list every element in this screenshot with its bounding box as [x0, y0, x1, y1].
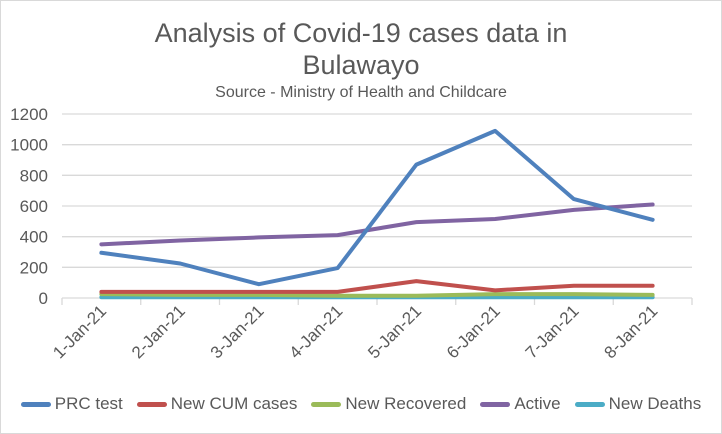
x-tick-label: 1-Jan-21	[49, 301, 110, 362]
x-tick-label: 6-Jan-21	[443, 301, 504, 362]
y-tick-label: 200	[20, 258, 48, 277]
legend-label: New Recovered	[345, 394, 467, 413]
legend-item: Active	[480, 394, 561, 414]
chart-subtitle: Source - Ministry of Health and Childcar…	[215, 84, 507, 101]
y-tick-label: 800	[20, 166, 48, 185]
legend-swatch	[311, 401, 342, 407]
x-tick-label: 8-Jan-21	[601, 301, 662, 362]
legend-swatch	[574, 401, 605, 407]
series-line-new-cum-cases	[99, 279, 655, 294]
legend-swatch	[136, 401, 167, 407]
legend: PRC test New CUM cases New Recovered Active…	[0, 394, 722, 414]
y-tick-label: 1000	[10, 136, 48, 155]
series-line-prc-test	[99, 128, 655, 287]
x-tick-label: 7-Jan-21	[522, 301, 583, 362]
y-tick-label: 1200	[10, 105, 48, 124]
legend-item: New CUM cases	[136, 394, 298, 414]
legend-swatch	[480, 401, 511, 407]
legend-swatch	[20, 401, 51, 407]
x-tick-label: 2-Jan-21	[128, 301, 189, 362]
legend-item: New Recovered	[311, 394, 466, 414]
legend-label: Active	[514, 394, 561, 413]
legend-label: New CUM cases	[170, 394, 298, 413]
chart-title-line1: Analysis of Covid-19 cases data in	[154, 18, 568, 48]
legend-label: New Deaths	[608, 394, 702, 413]
series-line-new-recovered	[99, 292, 655, 298]
series-line-active	[99, 202, 655, 247]
chart-title-line2: Bulawayo	[302, 50, 420, 80]
x-tick-label: 5-Jan-21	[364, 301, 425, 362]
y-tick-label: 0	[39, 289, 48, 308]
legend-label: PRC test	[54, 394, 123, 413]
legend-item: New Deaths	[574, 394, 702, 414]
y-tick-label: 600	[20, 197, 48, 216]
x-tick-label: 4-Jan-21	[286, 301, 347, 362]
legend-item: PRC test	[20, 394, 123, 414]
y-tick-label: 400	[20, 228, 48, 247]
x-tick-label: 3-Jan-21	[207, 301, 268, 362]
